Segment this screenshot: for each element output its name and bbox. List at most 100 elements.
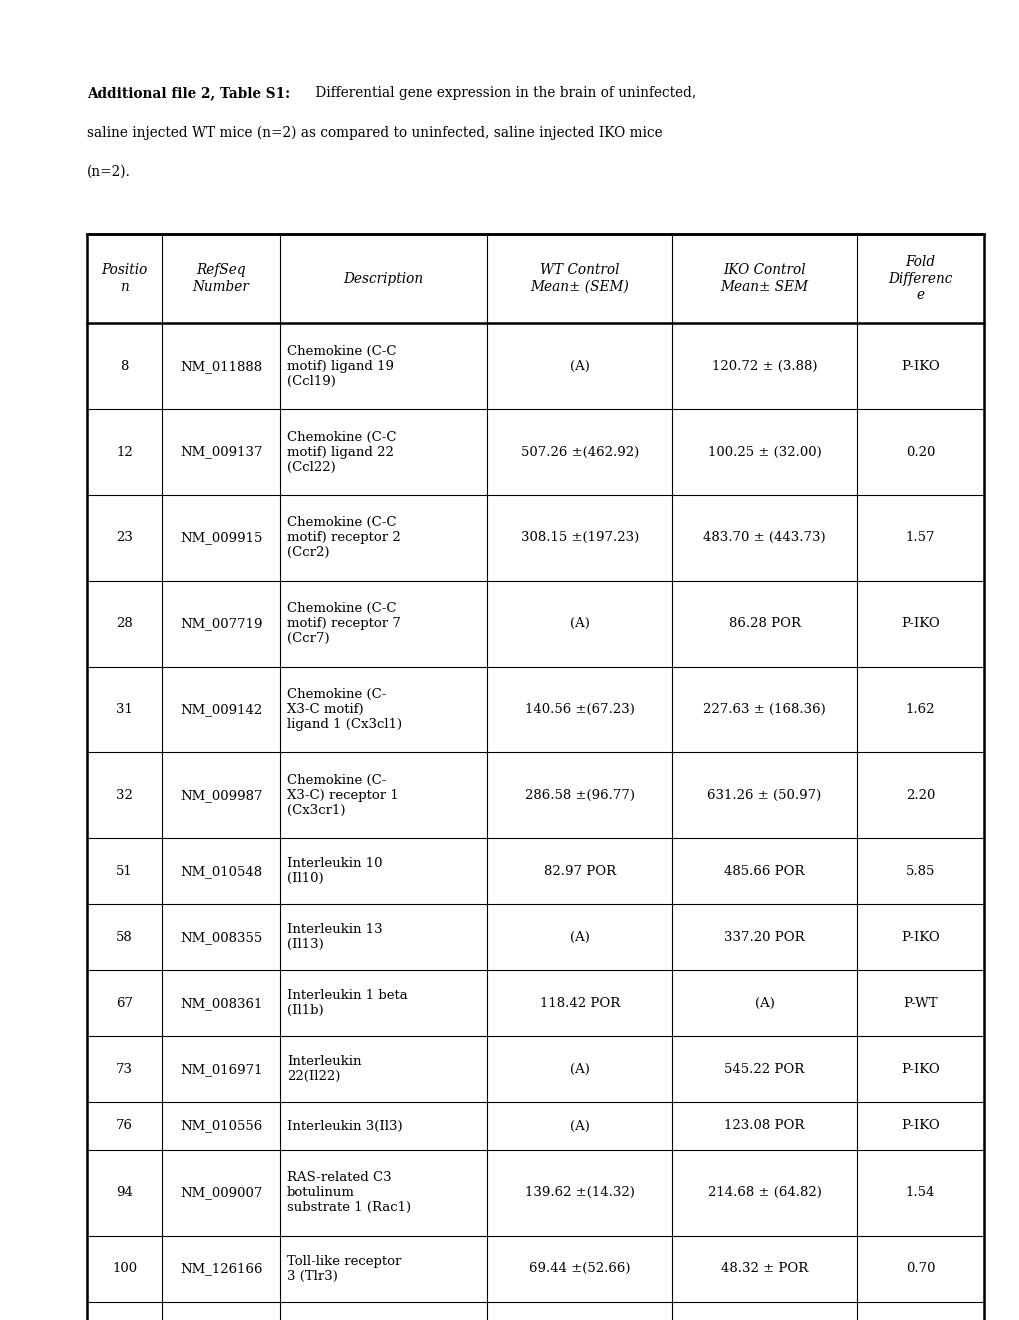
Text: RefSeq
Number: RefSeq Number bbox=[193, 264, 250, 293]
Text: Interleukin
22(Il22): Interleukin 22(Il22) bbox=[286, 1055, 361, 1084]
Text: 631.26 ± (50.97): 631.26 ± (50.97) bbox=[707, 789, 821, 801]
Text: (A): (A) bbox=[570, 618, 589, 630]
Text: P-IKO: P-IKO bbox=[901, 931, 940, 944]
Text: 286.58 ±(96.77): 286.58 ±(96.77) bbox=[525, 789, 634, 801]
Text: 76: 76 bbox=[116, 1119, 132, 1133]
Text: 100.25 ± (32.00): 100.25 ± (32.00) bbox=[707, 446, 820, 458]
Text: NM_008355: NM_008355 bbox=[179, 931, 262, 944]
Text: NM_010548: NM_010548 bbox=[179, 865, 262, 878]
Text: P-IKO: P-IKO bbox=[901, 1063, 940, 1076]
Text: 5.85: 5.85 bbox=[905, 865, 934, 878]
Text: Interleukin 1 beta
(Il1b): Interleukin 1 beta (Il1b) bbox=[286, 989, 408, 1018]
Text: NM_009987: NM_009987 bbox=[179, 789, 262, 801]
Text: 8: 8 bbox=[120, 360, 128, 372]
Text: NM_009142: NM_009142 bbox=[179, 704, 262, 715]
Text: 507.26 ±(462.92): 507.26 ±(462.92) bbox=[520, 446, 638, 458]
Text: 23: 23 bbox=[116, 532, 132, 544]
Text: 227.63 ± (168.36): 227.63 ± (168.36) bbox=[702, 704, 825, 715]
Text: NM_010556: NM_010556 bbox=[179, 1119, 262, 1133]
Text: NM_126166: NM_126166 bbox=[179, 1262, 262, 1275]
Text: 86.28 POR: 86.28 POR bbox=[728, 618, 800, 630]
Text: Differential gene expression in the brain of uninfected,: Differential gene expression in the brai… bbox=[311, 86, 695, 100]
Text: 140.56 ±(67.23): 140.56 ±(67.23) bbox=[525, 704, 634, 715]
Text: NM_011888: NM_011888 bbox=[179, 360, 262, 372]
Text: 120.72 ± (3.88): 120.72 ± (3.88) bbox=[711, 360, 816, 372]
Bar bbox=[87, 838, 983, 904]
Text: 1.54: 1.54 bbox=[905, 1187, 934, 1199]
Text: P-WT: P-WT bbox=[903, 997, 936, 1010]
Text: 2.20: 2.20 bbox=[905, 789, 934, 801]
Bar bbox=[87, 1036, 983, 1102]
Text: 214.68 ± (64.82): 214.68 ± (64.82) bbox=[707, 1187, 820, 1199]
Text: Chemokine (C-
X3-C motif)
ligand 1 (Cx3cl1): Chemokine (C- X3-C motif) ligand 1 (Cx3c… bbox=[286, 688, 401, 731]
Text: Chemokine (C-C
motif) ligand 22
(Ccl22): Chemokine (C-C motif) ligand 22 (Ccl22) bbox=[286, 430, 396, 474]
Text: RAS-related C3
botulinum
substrate 1 (Rac1): RAS-related C3 botulinum substrate 1 (Ra… bbox=[286, 1171, 411, 1214]
Text: 483.70 ± (443.73): 483.70 ± (443.73) bbox=[702, 532, 825, 544]
Bar bbox=[87, 1150, 983, 1236]
Text: 48.32 ± POR: 48.32 ± POR bbox=[720, 1262, 807, 1275]
Text: 545.22 POR: 545.22 POR bbox=[723, 1063, 804, 1076]
Text: NM_009007: NM_009007 bbox=[179, 1187, 262, 1199]
Text: (A): (A) bbox=[570, 1119, 589, 1133]
Text: 32: 32 bbox=[116, 789, 132, 801]
Text: saline injected WT mice (n=2) as compared to uninfected, saline injected IKO mic: saline injected WT mice (n=2) as compare… bbox=[87, 125, 661, 140]
Bar bbox=[87, 667, 983, 752]
Text: (n=2).: (n=2). bbox=[87, 165, 130, 180]
Text: 1.62: 1.62 bbox=[905, 704, 934, 715]
Text: 31: 31 bbox=[116, 704, 132, 715]
Text: NM_009137: NM_009137 bbox=[179, 446, 262, 458]
Text: Description: Description bbox=[343, 272, 423, 285]
Text: Positio
n: Positio n bbox=[101, 264, 148, 293]
Text: 82.97 POR: 82.97 POR bbox=[543, 865, 615, 878]
Text: 69.44 ±(52.66): 69.44 ±(52.66) bbox=[529, 1262, 630, 1275]
Text: 100: 100 bbox=[112, 1262, 137, 1275]
Text: WT Control
Mean± (SEM): WT Control Mean± (SEM) bbox=[530, 264, 629, 293]
Text: (A): (A) bbox=[570, 931, 589, 944]
Bar bbox=[87, 323, 983, 409]
Text: P-IKO: P-IKO bbox=[901, 1119, 940, 1133]
Text: NM_009915: NM_009915 bbox=[179, 532, 262, 544]
Text: Fold
Differenc
e: Fold Differenc e bbox=[888, 255, 952, 302]
Text: 485.66 POR: 485.66 POR bbox=[723, 865, 804, 878]
Text: 0.20: 0.20 bbox=[905, 446, 934, 458]
Bar bbox=[87, 495, 983, 581]
Bar bbox=[87, 234, 983, 323]
Bar bbox=[87, 581, 983, 667]
Bar bbox=[87, 234, 983, 1320]
Bar bbox=[87, 752, 983, 838]
Text: 67: 67 bbox=[116, 997, 132, 1010]
Text: 308.15 ±(197.23): 308.15 ±(197.23) bbox=[520, 532, 638, 544]
Text: 12: 12 bbox=[116, 446, 132, 458]
Text: (A): (A) bbox=[570, 360, 589, 372]
Text: Chemokine (C-C
motif) receptor 2
(Ccr2): Chemokine (C-C motif) receptor 2 (Ccr2) bbox=[286, 516, 400, 560]
Text: 337.20 POR: 337.20 POR bbox=[723, 931, 804, 944]
Text: NM_007719: NM_007719 bbox=[179, 618, 262, 630]
Text: Chemokine (C-C
motif) ligand 19
(Ccl19): Chemokine (C-C motif) ligand 19 (Ccl19) bbox=[286, 345, 396, 388]
Bar bbox=[87, 904, 983, 970]
Text: 58: 58 bbox=[116, 931, 132, 944]
Text: Interleukin 3(Il3): Interleukin 3(Il3) bbox=[286, 1119, 403, 1133]
Text: Additional file 2, Table S1:: Additional file 2, Table S1: bbox=[87, 86, 289, 100]
Text: 1.57: 1.57 bbox=[905, 532, 934, 544]
Text: 0.70: 0.70 bbox=[905, 1262, 934, 1275]
Bar bbox=[87, 409, 983, 495]
Text: Interleukin 10
(Il10): Interleukin 10 (Il10) bbox=[286, 857, 382, 886]
Text: Interleukin 13
(Il13): Interleukin 13 (Il13) bbox=[286, 923, 382, 952]
Text: NM_008361: NM_008361 bbox=[179, 997, 262, 1010]
Bar bbox=[87, 1302, 983, 1320]
Text: (A): (A) bbox=[754, 997, 773, 1010]
Text: 123.08 POR: 123.08 POR bbox=[723, 1119, 804, 1133]
Text: 73: 73 bbox=[116, 1063, 132, 1076]
Bar bbox=[87, 1102, 983, 1150]
Text: (A): (A) bbox=[570, 1063, 589, 1076]
Text: P-IKO: P-IKO bbox=[901, 360, 940, 372]
Text: 118.42 POR: 118.42 POR bbox=[539, 997, 620, 1010]
Bar bbox=[87, 1236, 983, 1302]
Text: 139.62 ±(14.32): 139.62 ±(14.32) bbox=[525, 1187, 634, 1199]
Text: Chemokine (C-
X3-C) receptor 1
(Cx3cr1): Chemokine (C- X3-C) receptor 1 (Cx3cr1) bbox=[286, 774, 398, 817]
Text: 51: 51 bbox=[116, 865, 132, 878]
Text: P-IKO: P-IKO bbox=[901, 618, 940, 630]
Text: 94: 94 bbox=[116, 1187, 132, 1199]
Bar bbox=[87, 970, 983, 1036]
Text: NM_016971: NM_016971 bbox=[179, 1063, 262, 1076]
